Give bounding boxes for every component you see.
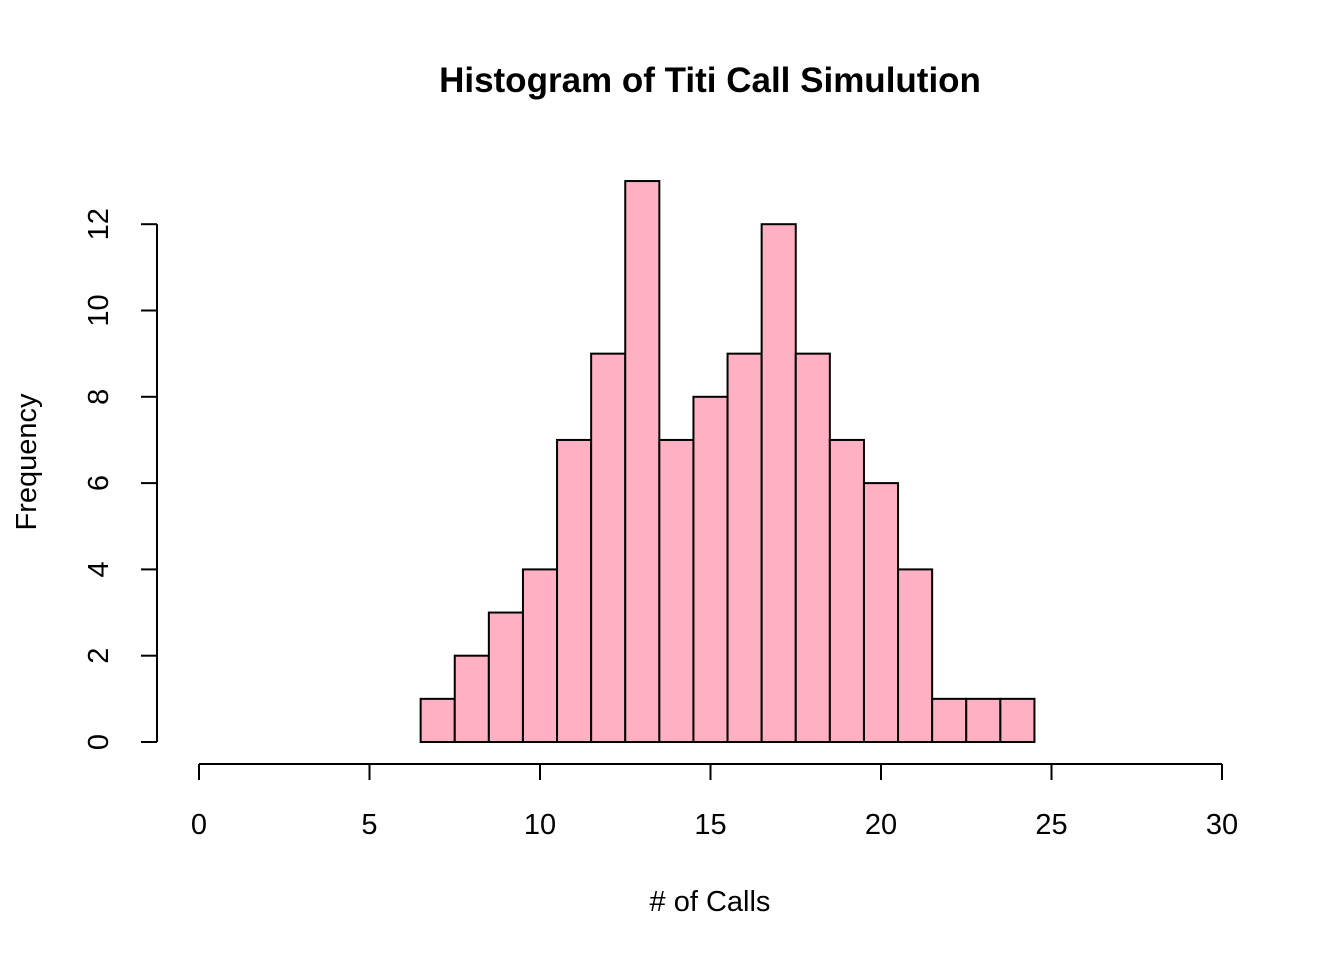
histogram-bar (760, 223, 797, 743)
histogram-bar (692, 395, 729, 743)
x-tick-label: 5 (361, 809, 377, 841)
y-tick-label: 8 (83, 389, 115, 405)
histogram-bar (521, 568, 559, 744)
y-axis-label: Frequency (11, 393, 43, 531)
y-tick-label: 4 (83, 561, 115, 577)
histogram-bar (999, 697, 1036, 743)
histogram-bar (487, 611, 524, 743)
histogram-bar (624, 180, 661, 744)
histogram-bar (897, 568, 934, 744)
histogram-bar (794, 352, 831, 743)
x-tick-label: 0 (191, 809, 207, 841)
x-axis-label: # of Calls (650, 886, 771, 918)
histogram-bar (965, 697, 1002, 743)
histogram-bar (590, 352, 627, 743)
bars-group (419, 180, 1036, 744)
x-tick-label: 20 (865, 809, 897, 841)
histogram-bar (658, 438, 695, 743)
x-tick-label: 25 (1035, 809, 1067, 841)
histogram-bar (862, 482, 900, 743)
histogram-bar (828, 438, 865, 743)
chart-title: Histogram of Titi Call Simulution (439, 61, 981, 100)
y-tick-label: 6 (83, 475, 115, 491)
x-axis: 0 5 10 15 20 25 30 (191, 763, 1238, 841)
y-axis: 0 2 4 6 8 10 12 (83, 208, 158, 750)
y-tick-label: 12 (83, 208, 115, 240)
histogram-bar (556, 438, 593, 743)
histogram-bar (931, 697, 968, 743)
x-tick-label: 10 (524, 809, 556, 841)
y-tick-label: 0 (83, 734, 115, 750)
histogram-bar (419, 697, 456, 743)
histogram-bar (726, 352, 763, 743)
x-tick-label: 15 (694, 809, 726, 841)
histogram-bar (453, 654, 490, 744)
x-tick-label: 30 (1206, 809, 1238, 841)
y-tick-label: 2 (83, 648, 115, 664)
y-tick-label: 10 (83, 294, 115, 326)
